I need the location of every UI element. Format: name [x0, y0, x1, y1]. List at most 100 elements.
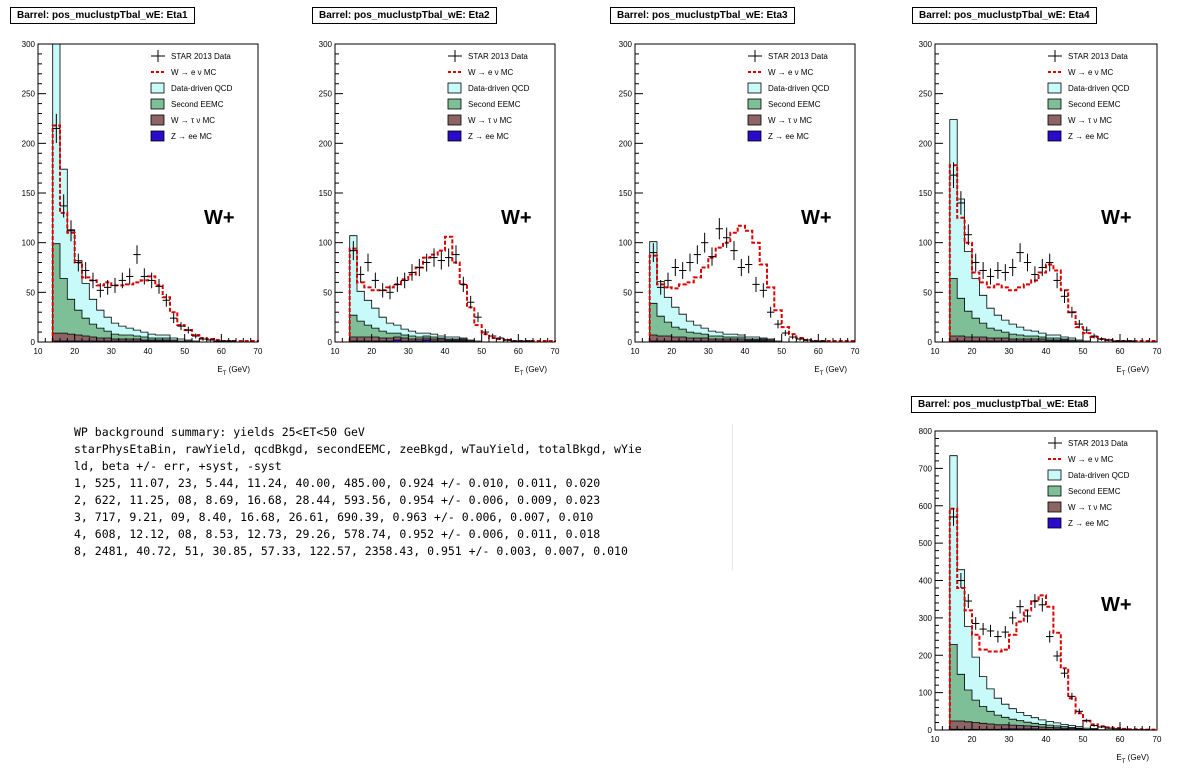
x-tick-label: 50	[1079, 735, 1088, 744]
y-tick-label: 250	[22, 90, 36, 99]
data-point	[177, 322, 185, 331]
data-point	[723, 227, 731, 248]
x-tick-label: 40	[144, 347, 153, 356]
data-point	[415, 258, 423, 277]
summary-line: WP background summary: yields 25<ET<50 G…	[74, 425, 365, 439]
data-points	[52, 113, 236, 342]
panel-title: Barrel: pos_muclustpTbal_wE: Eta1	[10, 7, 195, 24]
y-tick-label: 150	[319, 189, 333, 198]
data-point	[74, 253, 82, 272]
legend-label: STAR 2013 Data	[768, 52, 828, 61]
legend-swatch	[1047, 517, 1062, 529]
data-point	[1083, 718, 1091, 723]
data-point	[693, 245, 701, 264]
data-point	[67, 220, 75, 242]
legend: STAR 2013 Data W → e ν MC Data-driven QCD S…	[1047, 50, 1130, 142]
y-tick-label: 200	[919, 651, 933, 660]
data-point	[82, 262, 90, 279]
legend-entry: Z → ee MC	[447, 130, 509, 142]
data-point	[118, 272, 126, 289]
legend-entry: W → e ν MC	[1048, 455, 1114, 464]
histogram-eta2: 0 50 100 150 200 250 300 10 20 30 40 50 60 70 ET (GeV)…	[319, 40, 560, 377]
data-point	[364, 253, 372, 272]
data-point	[1031, 594, 1039, 608]
legend-entry: Data-driven QCD	[447, 82, 530, 94]
data-point	[52, 113, 60, 143]
data-point	[1075, 319, 1083, 329]
data-point	[1068, 692, 1076, 700]
data-point	[1046, 253, 1054, 272]
x-tick-label: 50	[1079, 347, 1088, 356]
data-point	[1075, 708, 1083, 714]
data-point	[979, 622, 987, 636]
legend-swatch	[1047, 501, 1062, 513]
legend: STAR 2013 Data W → e ν MC Data-driven QCD S…	[1047, 437, 1130, 529]
data-point	[349, 241, 357, 261]
x-tick-label: 10	[331, 347, 340, 356]
legend-entry: Second EEMC	[1047, 98, 1121, 110]
data-point	[148, 272, 156, 289]
x-tick-label: 30	[107, 347, 116, 356]
data-point	[474, 312, 482, 323]
panel-title: Barrel: pos_muclustpTbal_wE: Eta8	[911, 396, 1096, 413]
data-point	[789, 334, 797, 340]
data-point	[60, 194, 68, 218]
data-point	[503, 338, 511, 342]
y-tick-label: 250	[619, 90, 633, 99]
x-axis-label: ET (GeV)	[514, 365, 547, 377]
data-points	[949, 508, 1150, 731]
data-points	[349, 241, 533, 342]
data-point	[708, 247, 716, 266]
data-point	[781, 330, 789, 337]
data-point	[104, 279, 112, 295]
legend-swatch	[1047, 469, 1062, 481]
legend-label: Data-driven QCD	[1068, 84, 1130, 93]
legend-swatch	[150, 82, 165, 94]
panel-eta4: Barrel: pos_muclustpTbal_wE: Eta4 0 50 100…	[894, 0, 1196, 390]
panel-eta2: Barrel: pos_muclustpTbal_wE: Eta2 0 50 100…	[298, 0, 596, 390]
legend-swatch	[1047, 130, 1062, 142]
legend-label: W → τ ν MC	[1068, 116, 1112, 125]
legend-swatch	[150, 98, 165, 110]
x-tick-label: 20	[667, 347, 676, 356]
data-point	[401, 272, 409, 289]
panel-title: Barrel: pos_muclustpTbal_wE: Eta4	[912, 7, 1097, 24]
data-point	[162, 293, 170, 307]
data-point	[1060, 289, 1069, 304]
data-point	[170, 313, 178, 324]
data-point	[1060, 668, 1069, 678]
y-tick-label: 400	[919, 577, 933, 586]
legend-label: STAR 2013 Data	[1068, 52, 1128, 61]
legend-swatch	[747, 130, 762, 142]
data-point	[701, 232, 709, 253]
histogram-eta1: 0 50 100 150 200 250 300 10 20 30 40 50 60 70 ET (GeV)…	[22, 40, 263, 377]
legend-label: Z → ee MC	[1068, 132, 1109, 141]
data-point	[986, 268, 995, 285]
data-point	[979, 262, 987, 279]
plot-area	[635, 44, 855, 342]
legend-label: Second EEMC	[1068, 487, 1121, 496]
legend-swatch	[747, 98, 762, 110]
data-point	[155, 278, 163, 294]
panel-eta1: Barrel: pos_muclustpTbal_wE: Eta1 0 50 100…	[0, 0, 298, 390]
legend-label: Data-driven QCD	[468, 84, 530, 93]
x-axis-label: ET (GeV)	[1116, 365, 1149, 377]
data-point	[1083, 326, 1091, 334]
summary-line: 4, 608, 12.12, 08, 8.53, 12.73, 29.26, 5…	[74, 527, 601, 541]
data-point	[949, 508, 958, 526]
legend-entry: STAR 2013 Data	[748, 50, 828, 62]
legend-swatch	[747, 82, 762, 94]
y-tick-label: 250	[919, 90, 933, 99]
y-tick-label: 0	[628, 338, 633, 347]
y-tick-label: 0	[928, 338, 933, 347]
legend-label: Data-driven QCD	[171, 84, 233, 93]
y-tick-label: 700	[919, 464, 933, 473]
legend-label: W → e ν MC	[768, 68, 814, 77]
data-point	[949, 162, 958, 188]
x-tick-label: 40	[1042, 735, 1051, 744]
legend-swatch	[447, 114, 462, 126]
summary-line: ld, beta +/- err, +syst, -syst	[74, 459, 282, 473]
x-tick-label: 60	[217, 347, 226, 356]
summary-line: starPhysEtaBin, rawYield, qcdBkgd, secon…	[74, 442, 642, 456]
y-tick-label: 300	[619, 40, 633, 49]
